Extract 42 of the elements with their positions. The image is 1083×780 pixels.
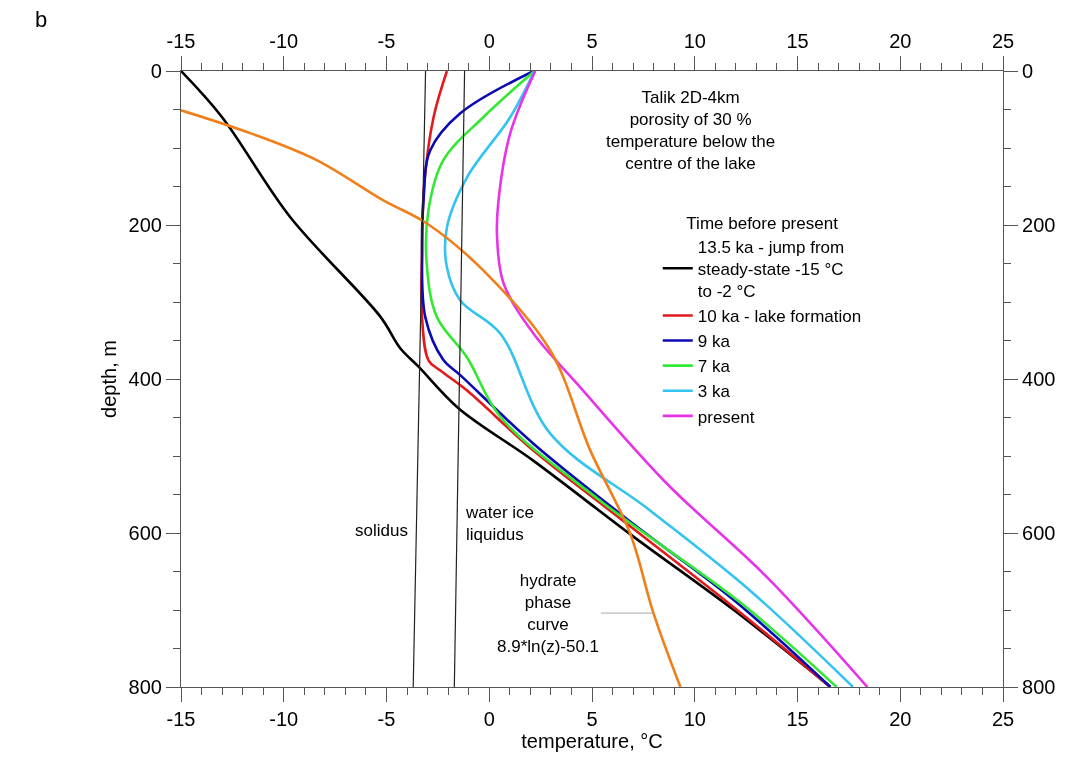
legend-label: 9 ka <box>697 332 731 352</box>
legend-label: 3 ka <box>697 382 731 402</box>
series-label: solidus <box>355 521 408 540</box>
x2-tick-label: 15 <box>786 708 809 731</box>
x2-tick-label: 0 <box>483 708 495 731</box>
y-tick-label: 200 <box>128 214 162 236</box>
x-tick-label: 10 <box>683 29 706 52</box>
x-tick-label: -5 <box>377 29 396 52</box>
x2-tick-label: 10 <box>683 708 706 731</box>
annotation: hydrate phase curve 8.9*ln(z)-50.1 <box>497 571 600 657</box>
x2-tick-label: 25 <box>991 708 1015 731</box>
y-tick-label: 600 <box>128 522 162 544</box>
y-tick-label: 400 <box>128 368 162 390</box>
x-tick-label: 0 <box>483 29 495 52</box>
y2-tick-label: 800 <box>1022 676 1056 698</box>
x-tick-label: 15 <box>786 29 809 52</box>
x-tick-label: 25 <box>991 29 1015 52</box>
legend-label: 10 ka - lake formation <box>697 307 862 327</box>
x2-tick-label: -15 <box>166 708 196 731</box>
legend-label: present <box>697 407 755 427</box>
annotation: Talik 2D-4km porosity of 30 % temperature below the centre of the lake <box>606 88 776 174</box>
y2-tick-label: 0 <box>1022 60 1034 82</box>
x-tick-label: 5 <box>586 29 598 52</box>
y2-tick-label: 200 <box>1022 214 1056 236</box>
x-tick-label: 20 <box>889 29 912 52</box>
legend-label: 13.5 ka - jump from steady-state -15 °C to -2 °C <box>697 237 845 301</box>
y2-tick-label: 400 <box>1022 368 1056 390</box>
legend-label: 7 ka <box>697 357 731 377</box>
text: b <box>35 7 48 32</box>
x2-tick-label: -5 <box>377 708 396 731</box>
y-tick-label: 0 <box>150 60 162 82</box>
y-tick-label: 800 <box>128 676 162 698</box>
y-axis-title: depth, m <box>98 340 121 418</box>
x-tick-label: -15 <box>166 29 196 52</box>
x2-tick-label: -10 <box>269 708 299 731</box>
series-label: water ice liquidus <box>465 503 535 545</box>
x-axis-title: temperature, °C <box>521 730 663 753</box>
x-tick-label: -10 <box>269 29 299 52</box>
x2-tick-label: 5 <box>586 708 598 731</box>
x2-tick-label: 20 <box>889 708 912 731</box>
y2-tick-label: 600 <box>1022 522 1056 544</box>
legend-title: Time before present <box>686 213 839 233</box>
